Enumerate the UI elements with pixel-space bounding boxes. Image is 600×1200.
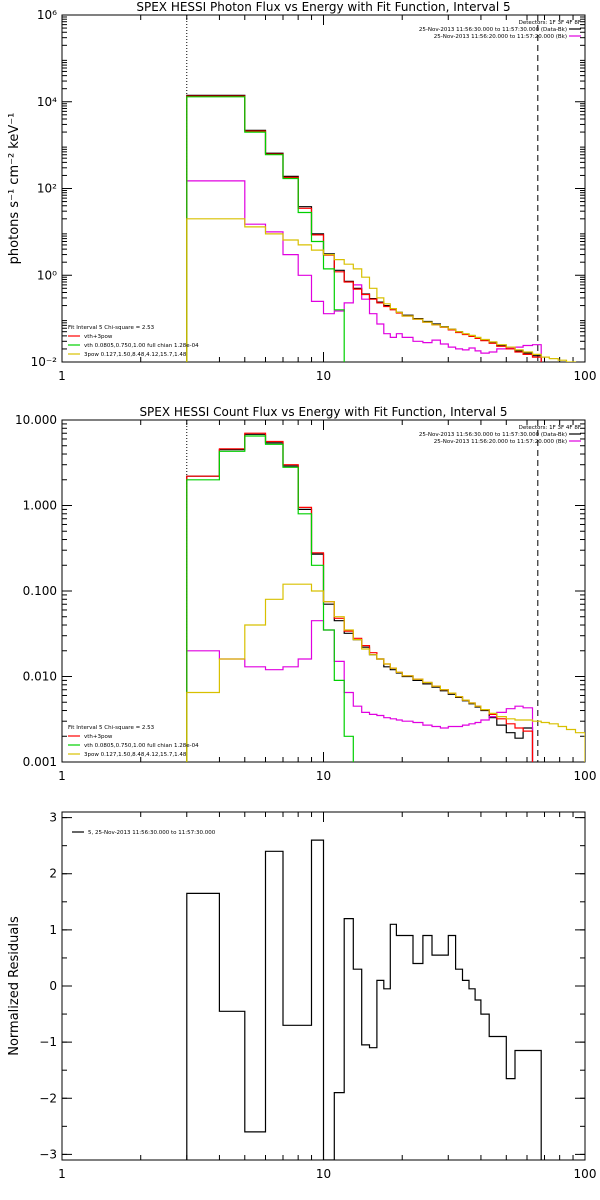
legend-entry: vth 0.0805,0.750,1.00 full chian 1.28e-0… — [84, 743, 199, 749]
y-tick-label: −1 — [39, 1035, 57, 1049]
y-tick-label: 1.000 — [23, 499, 57, 513]
series-group — [186, 839, 542, 1160]
legend-top-left: 5, 25-Nov-2013 11:56:30.000 to 11:57:30.… — [72, 830, 216, 836]
series-line-vth — [186, 96, 345, 362]
series-line-vth-3pow — [186, 432, 534, 762]
legend-entry: Fit Interval 5 Chi-square = 2.53 — [68, 325, 155, 331]
y-tick-label: 10⁶ — [37, 8, 57, 22]
series-line-data-bk — [186, 433, 534, 762]
chart-residuals: 1 10 100 −3 −2 −1 0 1 2 3 Normalized Residuals 5, 2… — [7, 811, 596, 1181]
x-tick-label: 1 — [58, 369, 66, 383]
y-tick-label: 10⁴ — [37, 95, 57, 109]
legend-entry: 25-Nov-2013 11:56:30.000 to 11:57:30.000… — [419, 432, 567, 438]
legend-entry: Fit Interval 5 Chi-square = 2.53 — [68, 725, 155, 731]
legend-entry: 25-Nov-2013 11:56:20.000 to 11:57:20.000… — [434, 439, 567, 445]
legend-entry: 5, 25-Nov-2013 11:56:30.000 to 11:57:30.… — [88, 830, 216, 836]
y-tick-label: 10² — [37, 182, 57, 196]
chart-count: SPEX HESSI Count Flux vs Energy with Fit… — [15, 405, 597, 783]
y-tick-label: 0.001 — [23, 755, 57, 769]
series-group — [186, 432, 585, 762]
legend-entry: Detectors: 1F 3F 4F 8F — [519, 425, 581, 431]
x-tick-label: 1 — [58, 769, 66, 783]
y-tick-label: 0.100 — [23, 584, 57, 598]
series-line-vth — [186, 435, 354, 762]
x-tick-label: 100 — [574, 769, 597, 783]
y-tick-label: 0 — [49, 979, 57, 993]
legend-entry: 25-Nov-2013 11:56:30.000 to 11:57:30.000… — [419, 27, 567, 33]
legend-entry: 3pow 0.127,1.50,8.48,4.12,15.7,1.48 — [84, 352, 187, 358]
series-line-vth-3pow — [186, 95, 542, 362]
x-tick-label: 100 — [574, 1167, 597, 1181]
chart-title: SPEX HESSI Photon Flux vs Energy with Fi… — [136, 0, 510, 14]
y-tick-label: 10.000 — [15, 413, 57, 427]
y-tick-label: 10⁰ — [37, 268, 57, 282]
legend-entry: 3pow 0.127,1.50,8.48,4.12,15.7,1.48 — [84, 752, 187, 758]
legend-bottom-left: Fit Interval 5 Chi-square = 2.53 vth+3pow… — [68, 725, 199, 758]
x-tick-label: 10 — [316, 1167, 331, 1181]
series-group — [186, 94, 577, 362]
y-tick-label: −2 — [39, 1091, 57, 1105]
y-axis-label: photons s⁻¹ cm⁻² keV⁻¹ — [7, 113, 22, 265]
x-tick-label: 100 — [574, 369, 597, 383]
legend-entry: Detectors: 1F 3F 4F 8F — [519, 20, 581, 26]
chart-photon: SPEX HESSI Photon Flux vs Energy with Fi… — [7, 0, 596, 383]
chart-title: SPEX HESSI Count Flux vs Energy with Fit… — [139, 405, 507, 419]
y-tick-label: 2 — [49, 867, 57, 881]
series-line-5-25-nov-2013-11-56-30-000-to-11-57-30-000 — [186, 839, 542, 1160]
legend-bottom-left: Fit Interval 5 Chi-square = 2.53 vth+3pow… — [68, 325, 199, 358]
legend-entry: vth 0.0805,0.750,1.00 full chian 1.28e-0… — [84, 343, 199, 349]
x-tick-label: 10 — [316, 369, 331, 383]
y-tick-label: 0.010 — [23, 670, 57, 684]
x-tick-label: 1 — [58, 1167, 66, 1181]
series-line-3pow — [186, 218, 577, 362]
x-tick-label: 10 — [316, 769, 331, 783]
y-axis-label: Normalized Residuals — [7, 916, 22, 1056]
series-line-3pow — [186, 583, 585, 762]
y-tick-label: −3 — [39, 1147, 57, 1161]
legend-entry: vth+3pow — [84, 334, 113, 340]
legend-entry: 25-Nov-2013 11:56:20.000 to 11:57:20.000… — [434, 34, 567, 40]
y-tick-label: 3 — [49, 811, 57, 825]
y-tick-label: 1 — [49, 923, 57, 937]
series-line-bk — [186, 180, 542, 362]
y-tick-label: 10⁻² — [31, 355, 58, 369]
series-line-data-bk — [186, 94, 542, 362]
legend-entry: vth+3pow — [84, 734, 113, 740]
series-line-bk — [186, 620, 534, 762]
